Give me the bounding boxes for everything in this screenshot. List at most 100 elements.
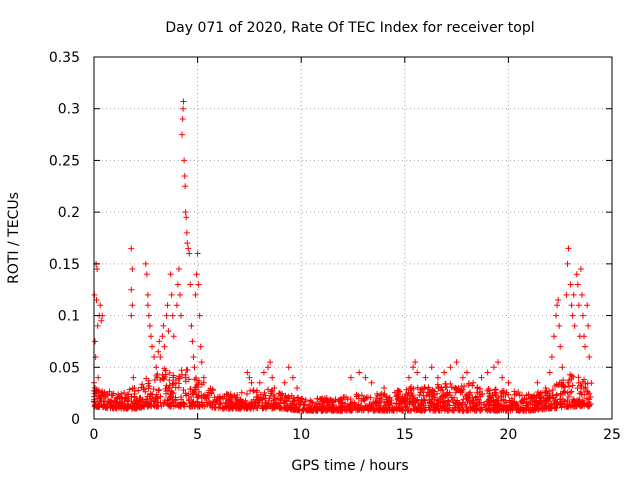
data-point bbox=[176, 291, 183, 298]
data-point bbox=[556, 322, 563, 329]
data-point bbox=[193, 381, 200, 388]
data-point bbox=[154, 394, 161, 401]
data-point bbox=[289, 398, 296, 405]
data-point bbox=[405, 374, 412, 381]
data-point bbox=[265, 402, 272, 409]
data-point bbox=[182, 390, 189, 397]
data-point bbox=[217, 394, 224, 401]
data-point bbox=[98, 317, 105, 324]
data-point bbox=[559, 364, 566, 371]
data-point bbox=[505, 379, 512, 386]
data-point bbox=[289, 374, 296, 381]
data-point bbox=[130, 374, 137, 381]
data-point bbox=[502, 391, 509, 398]
data-point bbox=[393, 393, 400, 400]
data-point bbox=[172, 402, 179, 409]
data-point bbox=[139, 381, 146, 388]
data-point bbox=[347, 374, 354, 381]
data-point bbox=[478, 406, 485, 413]
data-point bbox=[584, 388, 591, 395]
data-point bbox=[414, 369, 421, 376]
data-point bbox=[142, 260, 149, 267]
data-point bbox=[546, 405, 553, 412]
data-point bbox=[220, 405, 227, 412]
y-tick-label: 0 bbox=[71, 412, 80, 428]
data-point bbox=[125, 391, 132, 398]
data-point bbox=[537, 400, 544, 407]
data-point bbox=[512, 403, 519, 410]
data-point bbox=[462, 407, 469, 414]
data-point bbox=[567, 281, 574, 288]
data-point bbox=[495, 394, 502, 401]
data-point bbox=[243, 390, 250, 397]
data-point bbox=[268, 400, 275, 407]
data-point bbox=[301, 402, 308, 409]
data-point bbox=[430, 404, 437, 411]
x-axis-label: GPS time / hours bbox=[291, 458, 408, 474]
data-point bbox=[254, 396, 261, 403]
data-point bbox=[394, 387, 401, 394]
data-point bbox=[195, 281, 202, 288]
data-point bbox=[114, 393, 121, 400]
x-tick-label: 10 bbox=[292, 427, 310, 443]
data-point bbox=[508, 404, 515, 411]
data-point bbox=[174, 401, 181, 408]
y-axis-label: ROTI / TECUs bbox=[6, 192, 22, 284]
data-point bbox=[381, 384, 388, 391]
data-point bbox=[410, 394, 417, 401]
data-point bbox=[186, 250, 193, 257]
data-point bbox=[314, 395, 321, 402]
data-point bbox=[418, 397, 425, 404]
data-point bbox=[553, 312, 560, 319]
data-point bbox=[106, 388, 113, 395]
data-point bbox=[136, 396, 143, 403]
data-point bbox=[577, 399, 584, 406]
data-point bbox=[574, 281, 581, 288]
data-point bbox=[459, 399, 466, 406]
data-point bbox=[518, 398, 525, 405]
data-point bbox=[173, 302, 180, 309]
data-point bbox=[463, 403, 470, 410]
data-point bbox=[353, 391, 360, 398]
data-point bbox=[159, 333, 166, 340]
data-point bbox=[118, 390, 125, 397]
data-point bbox=[193, 271, 200, 278]
data-point bbox=[448, 384, 455, 391]
data-point bbox=[488, 397, 495, 404]
data-point bbox=[467, 389, 474, 396]
data-point bbox=[469, 382, 476, 389]
data-point bbox=[163, 382, 170, 389]
data-point bbox=[584, 302, 591, 309]
data-point bbox=[575, 374, 582, 381]
data-point bbox=[446, 389, 453, 396]
data-point bbox=[469, 404, 476, 411]
data-point bbox=[465, 394, 472, 401]
data-point bbox=[412, 359, 419, 366]
data-point bbox=[292, 406, 299, 413]
data-point bbox=[180, 105, 187, 112]
data-point bbox=[199, 402, 206, 409]
data-point bbox=[546, 394, 553, 401]
data-point bbox=[551, 398, 558, 405]
data-point bbox=[367, 394, 374, 401]
data-point bbox=[259, 396, 266, 403]
data-point bbox=[568, 302, 575, 309]
data-point bbox=[193, 391, 200, 398]
data-point bbox=[181, 157, 188, 164]
data-point bbox=[169, 312, 176, 319]
data-point bbox=[587, 401, 594, 408]
data-point bbox=[317, 396, 324, 403]
data-point bbox=[114, 394, 121, 401]
data-point bbox=[187, 281, 194, 288]
data-point bbox=[436, 407, 443, 414]
data-point bbox=[542, 384, 549, 391]
data-point bbox=[569, 382, 576, 389]
data-point bbox=[560, 382, 567, 389]
data-point bbox=[583, 395, 590, 402]
data-point bbox=[529, 398, 536, 405]
data-point bbox=[428, 364, 435, 371]
data-point bbox=[319, 400, 326, 407]
data-point bbox=[188, 322, 195, 329]
data-point bbox=[270, 405, 277, 412]
